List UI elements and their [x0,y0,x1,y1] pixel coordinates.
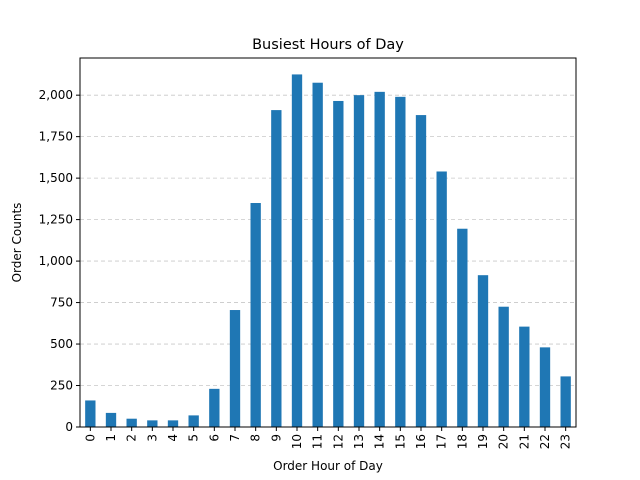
x-tick-label: 23 [559,434,573,449]
bar-hour-7 [229,310,241,427]
bar-hour-16 [415,115,427,428]
grid-lines [80,94,576,428]
x-tick-label: 11 [311,434,325,449]
bar-hour-13 [353,95,365,427]
x-tick-label: 8 [249,434,263,442]
bar-hour-17 [436,171,447,427]
x-tick-label: 13 [352,434,366,449]
y-tick-label: 1,500 [39,171,73,185]
y-tick-label: 2,000 [39,88,73,102]
x-tick-label: 2 [125,434,139,442]
x-axis: 0 1 2 3 4 5 6 7 8 9 10 11 12 13 14 15 16 17 18 19 20 21 22 23 [83,427,573,449]
bar-hour-20 [498,306,509,427]
y-tick-label: 1,750 [39,130,73,144]
y-tick-label: 250 [50,379,73,393]
y-axis: 0 250 500 750 1,000 1,250 1,500 1,750 2,000 [39,88,80,434]
bar-hour-12 [333,100,344,428]
x-tick-label: 9 [269,434,283,442]
bar-hour-0 [85,400,96,427]
x-tick-label: 5 [187,434,201,442]
y-axis-title: Order Counts [10,203,24,283]
x-tick-label: 0 [83,434,97,442]
bar-hour-9 [271,110,282,427]
x-tick-label: 21 [517,434,531,449]
bar-hour-22 [539,347,551,427]
bar-hour-5 [188,415,199,427]
bar-hour-6 [209,388,220,427]
x-tick-label: 10 [290,434,304,449]
chart-title: Busiest Hours of Day [252,37,404,53]
bar-hour-21 [519,326,530,427]
y-tick-label: 1,250 [39,213,73,227]
x-tick-label: 12 [331,434,345,449]
bar-hour-19 [477,275,489,427]
x-tick-label: 22 [538,434,552,449]
bars [85,74,571,428]
bar-hour-8 [250,203,261,427]
bar-hour-1 [105,412,117,427]
bar-hour-23 [560,376,571,427]
x-tick-label: 1 [104,434,118,442]
x-tick-label: 14 [373,434,387,449]
x-tick-label: 17 [435,434,449,449]
bar-hour-2 [126,418,137,427]
x-tick-label: 18 [455,434,469,449]
y-tick-label: 1,000 [39,254,73,268]
bar-hour-3 [147,420,158,427]
bar-hour-10 [291,74,303,427]
x-axis-title: Order Hour of Day [273,459,383,473]
bar-hour-18 [457,228,468,427]
bar-hour-4 [167,420,179,427]
bar-hour-14 [374,91,385,428]
y-tick-label: 0 [65,420,73,434]
plot-frame [79,57,577,428]
y-tick-label: 500 [50,337,73,351]
x-tick-label: 16 [414,434,428,449]
x-tick-label: 3 [145,434,159,442]
x-tick-label: 19 [476,434,490,449]
x-tick-label: 4 [166,434,180,442]
bar-hour-15 [395,96,406,427]
x-tick-label: 20 [497,434,511,449]
x-tick-label: 6 [207,434,221,442]
x-tick-label: 15 [393,434,407,449]
bar-hour-11 [312,82,323,427]
x-tick-label: 7 [228,434,242,442]
y-tick-label: 750 [50,296,73,310]
